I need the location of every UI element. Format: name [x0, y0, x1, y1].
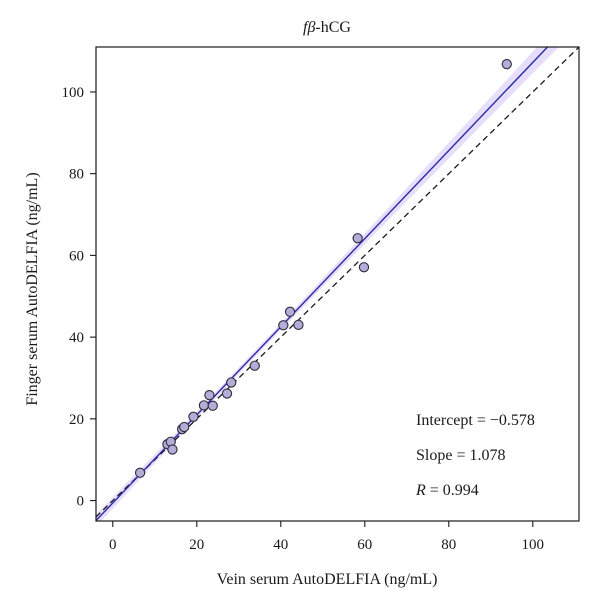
x-tick-label: 40	[273, 537, 288, 553]
y-tick-label: 40	[69, 330, 84, 346]
x-axis-ticks: 0 20 40 60 80 100	[109, 521, 544, 553]
y-tick-label: 100	[62, 85, 85, 101]
x-tick-label: 20	[189, 537, 204, 553]
x-tick-label: 80	[441, 537, 456, 553]
y-tick-label: 60	[69, 248, 84, 264]
y-tick-label: 0	[77, 494, 85, 510]
x-tick-label: 0	[109, 537, 117, 553]
x-axis-title: Vein serum AutoDELFIA (ng/mL)	[217, 571, 438, 588]
y-tick-label: 80	[69, 167, 84, 183]
identity-line	[96, 47, 579, 518]
y-axis-ticks: 0 20 40 60 80 100	[62, 85, 96, 510]
data-point	[501, 59, 512, 70]
y-axis-title: Finger serum AutoDELFIA (ng/mL)	[24, 172, 41, 405]
intercept-stat: Intercept = −0.578	[416, 412, 535, 429]
data-point	[198, 400, 210, 411]
data-point	[278, 320, 289, 331]
x-tick-label: 60	[357, 537, 372, 553]
data-point	[179, 421, 190, 433]
data-point	[167, 444, 178, 455]
r-stat: R = 0.994	[415, 482, 479, 499]
data-point	[358, 262, 370, 273]
data-points	[134, 59, 512, 478]
plot-frame	[95, 46, 580, 522]
chart-title: fβ-hCG	[303, 19, 351, 36]
data-point	[188, 411, 199, 422]
data-point	[221, 388, 233, 399]
slope-stat: Slope = 1.078	[416, 447, 505, 464]
plot-area	[96, 47, 579, 521]
data-point	[207, 400, 218, 411]
data-point	[284, 306, 296, 317]
data-point	[352, 233, 363, 244]
data-point	[134, 467, 146, 478]
x-tick-label: 100	[522, 537, 545, 553]
data-point	[249, 360, 260, 371]
data-point	[204, 389, 215, 401]
data-point	[293, 319, 304, 331]
regression-line	[96, 47, 549, 521]
data-point	[226, 377, 237, 388]
y-tick-label: 20	[69, 412, 84, 428]
